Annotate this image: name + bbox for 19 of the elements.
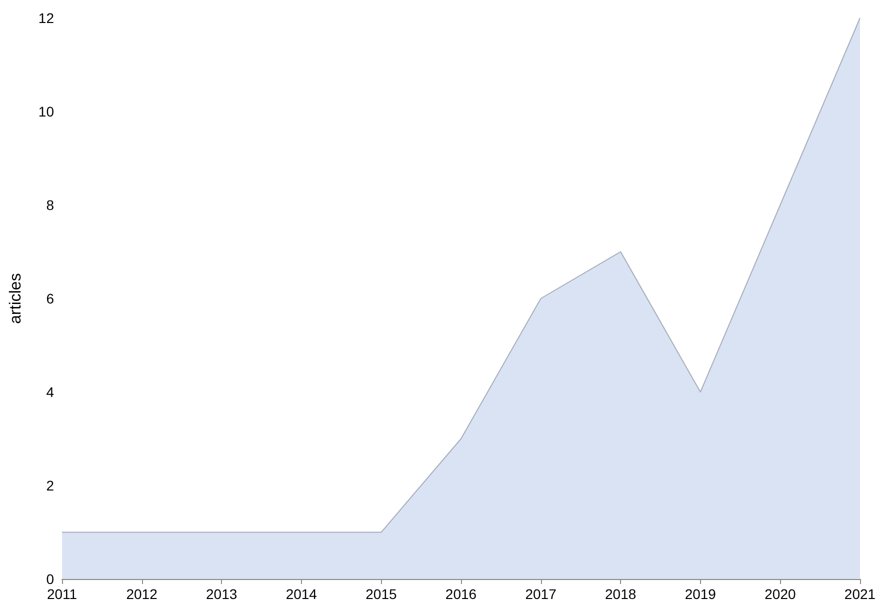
x-tick-label: 2013: [206, 586, 238, 602]
x-tick-label: 2019: [684, 586, 716, 602]
x-tick-label: 2012: [126, 586, 158, 602]
y-tick-label: 0: [46, 571, 54, 587]
x-tick-label: 2011: [46, 586, 78, 602]
y-tick-label: 10: [38, 104, 54, 120]
y-tick-label: 12: [38, 10, 54, 26]
x-tick-label: 2018: [605, 586, 636, 602]
x-tick-label: 2020: [764, 586, 796, 602]
y-axis-title: articles: [8, 273, 24, 324]
y-tick-label: 4: [46, 384, 54, 400]
x-tick-label: 2021: [844, 586, 876, 602]
x-tick-label: 2014: [286, 586, 318, 602]
y-tick-label: 2: [46, 478, 54, 494]
y-tick-label: 6: [46, 290, 54, 306]
y-tick-label: 8: [46, 197, 54, 213]
x-tick-label: 2017: [525, 586, 557, 602]
x-tick-label: 2015: [366, 586, 397, 602]
x-tick-label: 2016: [445, 586, 477, 602]
